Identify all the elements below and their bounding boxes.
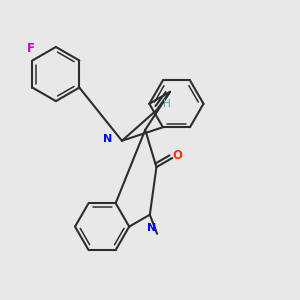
Text: H: H [163, 99, 171, 109]
Text: O: O [172, 148, 182, 162]
Text: F: F [27, 42, 35, 55]
Text: N: N [147, 223, 156, 233]
Text: N: N [103, 134, 113, 144]
